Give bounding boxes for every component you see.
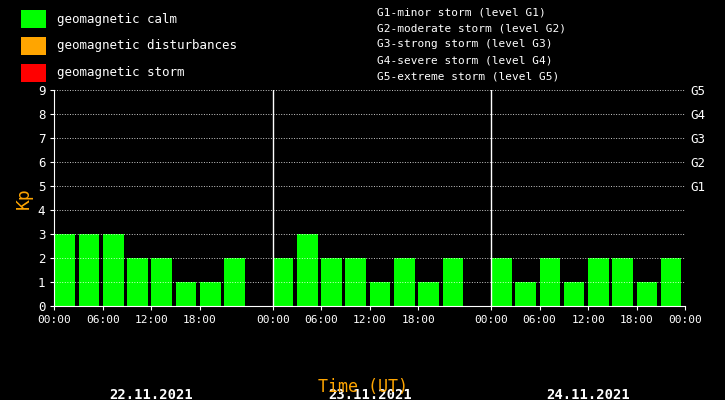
Bar [370,282,390,306]
Bar [418,282,439,306]
Bar [54,234,75,306]
Bar [515,282,536,306]
Bar [224,258,245,306]
Bar [661,258,682,306]
Bar [637,282,658,306]
Bar [491,258,512,306]
Bar [22,10,46,28]
Text: G4-severe storm (level G4): G4-severe storm (level G4) [377,55,552,65]
Bar [22,64,46,82]
Bar [588,258,609,306]
Text: geomagnetic disturbances: geomagnetic disturbances [57,40,237,52]
Y-axis label: Kp: Kp [14,187,33,209]
Bar [297,234,318,306]
Text: geomagnetic calm: geomagnetic calm [57,13,177,26]
Bar [394,258,415,306]
Bar [103,234,123,306]
Bar [346,258,366,306]
Text: geomagnetic storm: geomagnetic storm [57,66,184,79]
Text: G2-moderate storm (level G2): G2-moderate storm (level G2) [377,23,566,33]
Bar [321,258,342,306]
Bar [613,258,633,306]
Bar [564,282,584,306]
Bar [539,258,560,306]
Text: G1-minor storm (level G1): G1-minor storm (level G1) [377,7,545,17]
Bar [22,37,46,55]
Bar [200,282,220,306]
Text: 22.11.2021: 22.11.2021 [109,388,194,400]
Text: G5-extreme storm (level G5): G5-extreme storm (level G5) [377,71,559,81]
Bar [127,258,148,306]
Text: 23.11.2021: 23.11.2021 [328,388,412,400]
Bar [273,258,294,306]
Bar [442,258,463,306]
Text: Time (UT): Time (UT) [318,378,407,396]
Text: 24.11.2021: 24.11.2021 [546,388,630,400]
Text: G3-strong storm (level G3): G3-strong storm (level G3) [377,39,552,49]
Bar [152,258,172,306]
Bar [175,282,196,306]
Bar [78,234,99,306]
